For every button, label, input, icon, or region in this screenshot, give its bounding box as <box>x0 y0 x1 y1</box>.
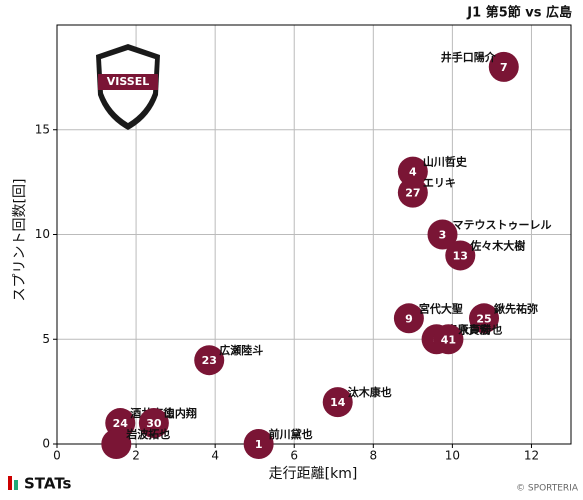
point <box>138 408 169 439</box>
point-number: 41 <box>441 333 456 346</box>
point <box>397 177 428 208</box>
brand: STATs <box>24 475 72 493</box>
point-number: 1 <box>255 438 263 451</box>
point-number: 9 <box>405 312 413 325</box>
point-number: 7 <box>500 61 508 74</box>
point-label: 汰木康也 <box>348 385 392 399</box>
y-tick-label: 15 <box>35 122 50 136</box>
point-number: 14 <box>330 396 346 409</box>
x-tick-label: 4 <box>211 449 219 463</box>
point <box>488 51 519 82</box>
point-number: 4 <box>409 166 417 179</box>
x-axis-label: 走行距離[km] <box>269 465 358 482</box>
point-number: 3 <box>439 229 447 242</box>
brand-icon <box>14 480 18 490</box>
chart-title: J1 第5節 vs 広島 <box>466 5 572 21</box>
point-label: 佐々木大樹 <box>469 238 525 252</box>
point <box>445 240 476 271</box>
y-tick-label: 0 <box>42 437 50 451</box>
point-number: 23 <box>202 354 217 367</box>
point <box>433 324 464 355</box>
point <box>322 387 353 418</box>
point <box>393 303 424 334</box>
x-tick-label: 8 <box>369 449 377 463</box>
copyright: © SPORTERIA <box>516 484 579 494</box>
point-label: マテウストゥーレル <box>453 219 552 232</box>
point <box>469 303 500 334</box>
point-label: 鍬先祐弥 <box>494 301 538 315</box>
plot-frame <box>56 24 572 445</box>
x-tick-label: 2 <box>132 449 140 463</box>
point-label: 永戸勝也 <box>457 322 502 336</box>
point-number: 27 <box>405 187 420 200</box>
point-number: 24 <box>113 417 129 430</box>
point-number: 25 <box>476 312 491 325</box>
point-label: エリキ <box>423 177 456 190</box>
y-tick-label: 5 <box>42 332 50 346</box>
logo-band <box>98 74 158 90</box>
point-number: 13 <box>453 249 468 262</box>
logo-text: VISSEL <box>107 75 149 88</box>
logo: VISSEL <box>96 44 160 130</box>
x-tick-label: 6 <box>290 449 298 463</box>
point <box>194 345 225 376</box>
point-label: 山川哲史 <box>423 155 468 169</box>
x-tick-label: 10 <box>445 449 460 463</box>
point <box>101 429 132 459</box>
point <box>243 429 274 459</box>
x-tick-label: 0 <box>53 449 61 463</box>
y-axis-label: スプリント回数[回] <box>12 179 28 302</box>
brand-icon <box>8 476 12 490</box>
y-tick-label: 10 <box>35 227 50 241</box>
point-label: 宮代大聖 <box>419 301 463 315</box>
point-number: 30 <box>146 417 162 430</box>
point-label: 井手口陽介 <box>441 50 497 64</box>
point-label: 山内翔 <box>164 406 197 420</box>
point-label: 岩波拓也 <box>125 427 170 441</box>
x-tick-label: 12 <box>524 449 539 463</box>
point <box>397 156 428 187</box>
point <box>427 219 458 250</box>
point-label: 広瀬陸斗 <box>219 343 263 357</box>
point-label: 前川黛也 <box>269 427 313 441</box>
